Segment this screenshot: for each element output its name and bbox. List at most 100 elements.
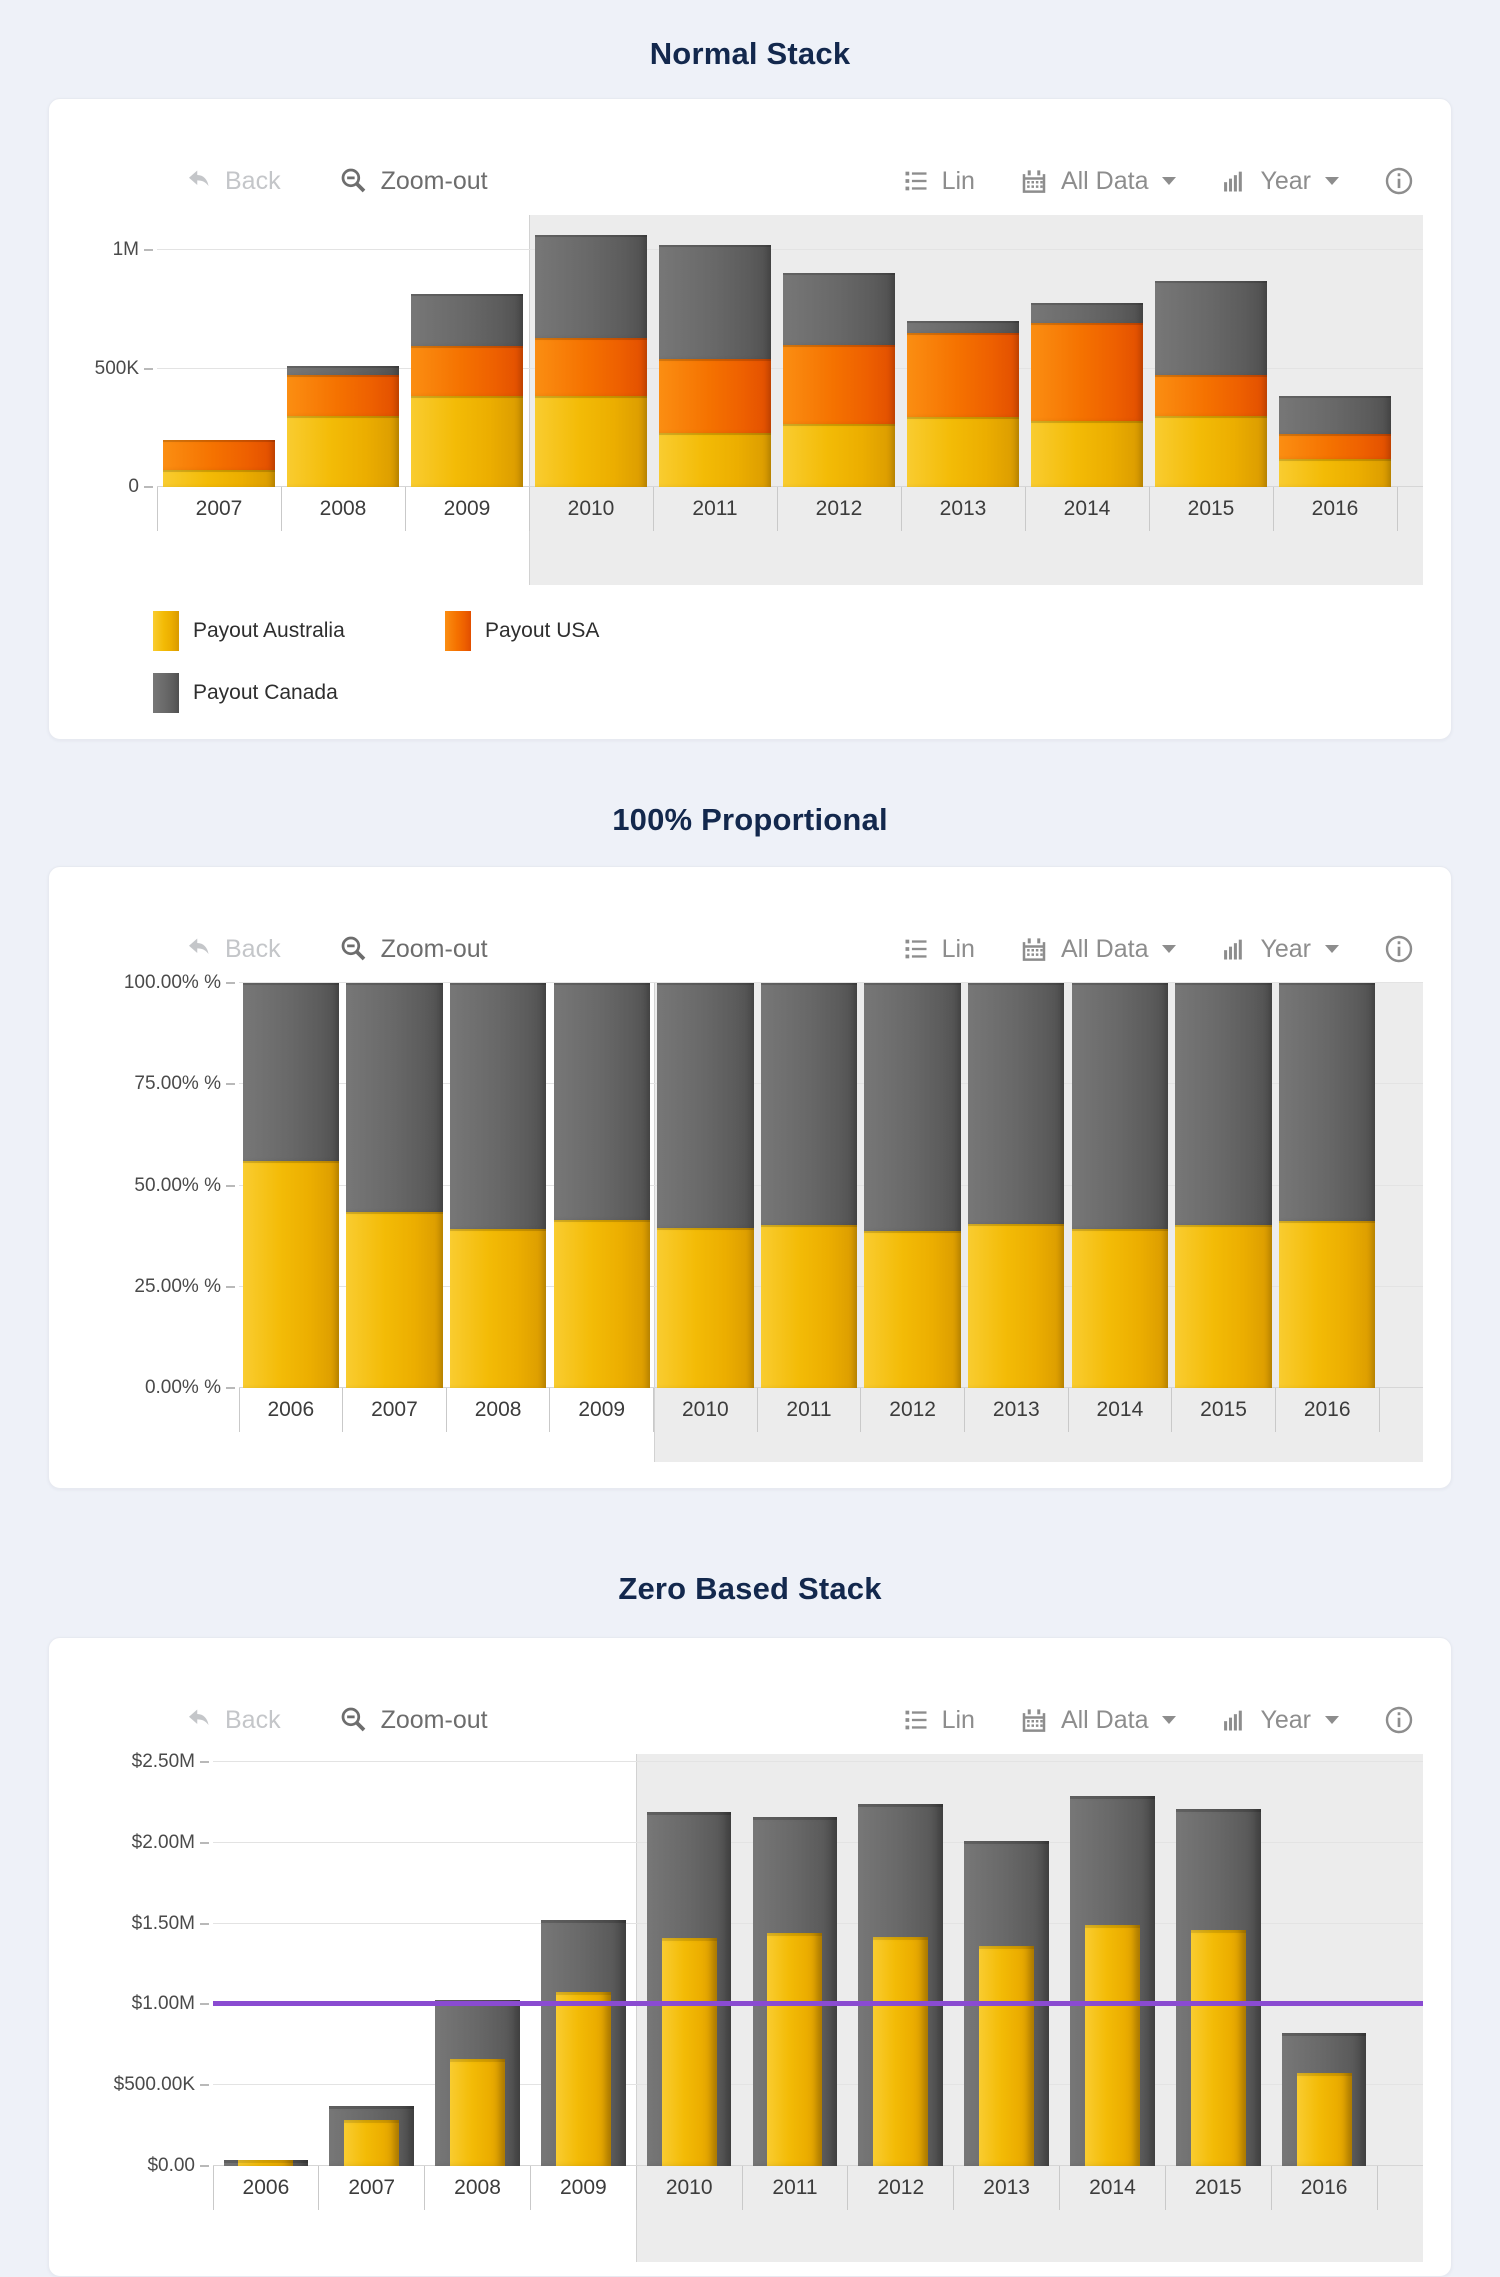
bar-group-2009 — [550, 983, 654, 1388]
bar-segment-canada[interactable] — [1279, 395, 1391, 434]
bar-segment-canada[interactable] — [907, 321, 1019, 334]
x-axis-boundary-tick — [156, 487, 158, 531]
year-granularity-button[interactable]: Year — [1220, 1706, 1339, 1734]
back-button[interactable]: Back — [183, 166, 281, 196]
lin-scale-button[interactable]: Lin — [902, 167, 975, 195]
bar-segment-australia[interactable] — [287, 416, 399, 487]
bar-australia-2008[interactable] — [450, 2059, 506, 2166]
bar-australia-2009[interactable] — [555, 1991, 611, 2166]
bar-segment-australia[interactable] — [1175, 1225, 1272, 1388]
lin-scale-button[interactable]: Lin — [902, 1706, 975, 1734]
bar-segment-australia[interactable] — [1071, 1228, 1169, 1388]
bar-segment-canada[interactable] — [1031, 302, 1143, 323]
bar-segment-canada[interactable] — [968, 983, 1065, 1224]
legend-item-australia[interactable]: Payout Australia — [153, 611, 445, 651]
bar-segment-usa[interactable] — [535, 338, 647, 396]
bar-group-2010 — [654, 983, 758, 1388]
bar-segment-australia[interactable] — [968, 1223, 1065, 1388]
bar-segment-australia[interactable] — [242, 1161, 339, 1388]
bar-segment-canada[interactable] — [1278, 983, 1376, 1222]
zoom-out-button[interactable]: Zoom-out — [339, 1705, 488, 1735]
y-axis-tick-mark — [144, 486, 153, 488]
bar-segment-canada[interactable] — [783, 272, 895, 346]
bar-segment-canada[interactable] — [760, 983, 858, 1226]
bar-segment-canada[interactable] — [242, 983, 339, 1162]
info-button[interactable] — [1383, 1704, 1415, 1736]
bar-australia-2015[interactable] — [1190, 1930, 1246, 2166]
bar-segment-australia[interactable] — [449, 1228, 547, 1388]
info-button[interactable] — [1383, 933, 1415, 965]
bar-segment-australia[interactable] — [760, 1225, 858, 1388]
bar-segment-usa[interactable] — [783, 345, 895, 425]
bar-australia-2006[interactable] — [238, 2160, 294, 2166]
bar-segment-canada[interactable] — [535, 235, 647, 339]
bar-australia-2016[interactable] — [1296, 2073, 1352, 2166]
bar-segment-canada[interactable] — [1175, 983, 1272, 1226]
bar-segment-australia[interactable] — [535, 395, 647, 487]
bar-segment-canada[interactable] — [346, 983, 443, 1212]
bar-segment-australia[interactable] — [864, 1230, 961, 1388]
x-axis-boundary-tick — [756, 1388, 758, 1432]
bar-australia-2013[interactable] — [979, 1946, 1035, 2166]
x-axis-label-2013: 2013 — [983, 2176, 1030, 2199]
bar-segment-canada[interactable] — [287, 366, 399, 375]
plot-slots: 2006 2007 2008 2009 2010 2011 2012 2013 2014 2015… — [212, 1754, 1423, 2262]
x-axis-boundary-tick — [1148, 487, 1150, 531]
bar-segment-australia[interactable] — [411, 395, 523, 487]
bar-segment-australia[interactable] — [907, 417, 1019, 487]
bar-australia-2007[interactable] — [344, 2119, 400, 2166]
all-data-button[interactable]: All Data — [1019, 934, 1177, 964]
bar-segment-canada[interactable] — [1071, 983, 1169, 1229]
bar-segment-australia[interactable] — [1278, 1221, 1376, 1388]
bar-group-2008 — [446, 983, 550, 1388]
x-axis-label-2009: 2009 — [560, 2176, 607, 2199]
lin-scale-button[interactable]: Lin — [902, 935, 975, 963]
bar-segment-australia[interactable] — [783, 424, 895, 487]
bar-segment-australia[interactable] — [1155, 416, 1267, 487]
bar-segment-canada[interactable] — [411, 294, 523, 347]
bar-segment-australia[interactable] — [553, 1219, 650, 1388]
bar-segment-usa[interactable] — [1279, 433, 1391, 459]
bar-segment-australia[interactable] — [1031, 420, 1143, 487]
x-axis-boundary-tick — [404, 487, 406, 531]
bar-segment-australia[interactable] — [657, 1228, 754, 1388]
list-icon — [902, 935, 930, 963]
bar-australia-2011[interactable] — [767, 1933, 823, 2166]
bar-segment-canada[interactable] — [449, 983, 547, 1229]
x-axis-label-2015: 2015 — [1200, 1398, 1247, 1421]
bar-segment-usa[interactable] — [1155, 374, 1267, 417]
gridline — [239, 982, 1423, 983]
bar-australia-2014[interactable] — [1084, 1925, 1140, 2166]
back-button[interactable]: Back — [183, 934, 281, 964]
bar-segment-usa[interactable] — [411, 346, 523, 396]
all-data-button[interactable]: All Data — [1019, 1705, 1177, 1735]
bar-segment-canada[interactable] — [553, 983, 650, 1220]
bar-segment-usa[interactable] — [659, 359, 771, 433]
legend-swatch-australia — [153, 611, 179, 651]
bar-segment-australia[interactable] — [346, 1211, 443, 1388]
bar-segment-canada[interactable] — [657, 983, 754, 1229]
back-button[interactable]: Back — [183, 1705, 281, 1735]
bar-segment-canada[interactable] — [864, 983, 961, 1231]
zoom-out-button[interactable]: Zoom-out — [339, 934, 488, 964]
info-button[interactable] — [1383, 165, 1415, 197]
bar-segment-australia[interactable] — [163, 470, 275, 487]
bar-segment-usa[interactable] — [287, 374, 399, 417]
legend-item-canada[interactable]: Payout Canada — [153, 673, 445, 713]
all-data-button[interactable]: All Data — [1019, 166, 1177, 196]
bar-segment-canada[interactable] — [659, 244, 771, 360]
bar-segment-usa[interactable] — [163, 439, 275, 471]
bar-segment-canada[interactable] — [1155, 281, 1267, 375]
zoom-out-button[interactable]: Zoom-out — [339, 166, 488, 196]
bar-australia-2010[interactable] — [661, 1938, 717, 2166]
year-granularity-button[interactable]: Year — [1220, 167, 1339, 195]
bar-segment-usa[interactable] — [907, 333, 1019, 418]
year-granularity-button[interactable]: Year — [1220, 935, 1339, 963]
bar-australia-2012[interactable] — [873, 1936, 929, 2166]
bar-segment-usa[interactable] — [1031, 322, 1143, 421]
bar-segment-australia[interactable] — [1279, 458, 1391, 487]
bar-segment-australia[interactable] — [659, 432, 771, 487]
x-axis-label-2007: 2007 — [371, 1398, 418, 1421]
legend-item-usa[interactable]: Payout USA — [445, 611, 737, 651]
x-axis-label-2015: 2015 — [1187, 497, 1235, 520]
